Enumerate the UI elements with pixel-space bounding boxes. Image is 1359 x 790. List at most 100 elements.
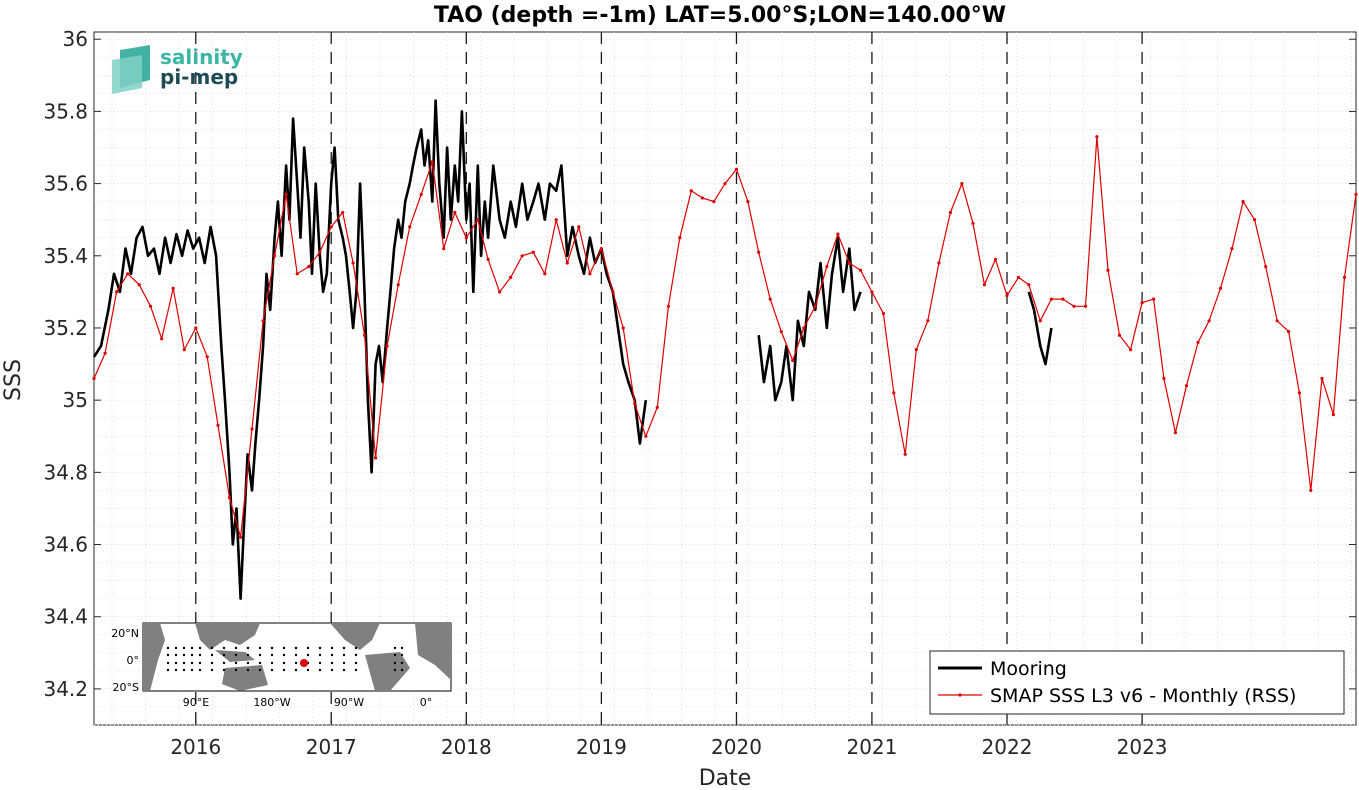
plot-area bbox=[93, 31, 1357, 726]
inset-mooring-dot bbox=[246, 646, 250, 650]
mooring-location-marker bbox=[300, 659, 308, 667]
smap-point bbox=[993, 257, 998, 261]
inset-mooring-dot bbox=[393, 668, 397, 672]
inset-mooring-dot bbox=[306, 646, 310, 650]
inset-mooring-dot bbox=[400, 661, 404, 665]
smap-point bbox=[205, 355, 209, 359]
smap-point bbox=[160, 337, 164, 341]
inset-mooring-dot bbox=[166, 653, 170, 657]
smap-point bbox=[768, 297, 772, 301]
smap-point bbox=[1005, 293, 1009, 298]
inset-mooring-dot bbox=[330, 661, 334, 665]
smap-point bbox=[1196, 340, 1200, 344]
inset-mooring-dot bbox=[318, 646, 322, 650]
inset-mooring-dot bbox=[234, 653, 238, 657]
smap-point bbox=[836, 232, 840, 236]
inset-mooring-dot bbox=[318, 668, 322, 672]
smap-point bbox=[273, 254, 277, 258]
inset-mooring-dot bbox=[190, 653, 194, 657]
smap-point bbox=[1275, 319, 1279, 323]
inset-lon-90w: 90°W bbox=[334, 696, 364, 709]
smap-point bbox=[700, 196, 705, 200]
smap-point bbox=[307, 265, 311, 269]
inset-mooring-dot bbox=[198, 661, 202, 665]
smap-point bbox=[611, 290, 615, 294]
smap-point bbox=[903, 452, 907, 456]
inset-lat-0: 0° bbox=[127, 654, 140, 667]
smap-point bbox=[318, 250, 322, 254]
inset-mooring-dot bbox=[166, 668, 170, 672]
inset-mooring-dot bbox=[222, 653, 226, 657]
inset-mooring-dot bbox=[190, 661, 194, 665]
inset-mooring-dot bbox=[270, 661, 274, 665]
smap-point bbox=[813, 304, 817, 308]
inset-mooring-dot bbox=[393, 653, 397, 657]
y-axis-label: SSS bbox=[1, 359, 26, 401]
inset-mooring-dot bbox=[198, 653, 202, 657]
smap-point bbox=[396, 283, 400, 287]
x-tick-label: 2018 bbox=[441, 735, 492, 759]
smap-point bbox=[453, 210, 457, 215]
smap-point bbox=[543, 272, 547, 276]
smap-point bbox=[1264, 265, 1268, 269]
x-tick-label: 2022 bbox=[982, 735, 1033, 759]
inset-mooring-dot bbox=[342, 646, 346, 650]
smap-point bbox=[498, 290, 502, 294]
smap-point bbox=[734, 167, 739, 171]
smap-point bbox=[1297, 391, 1301, 395]
x-tick-label: 2020 bbox=[711, 735, 762, 759]
smap-point bbox=[126, 272, 130, 276]
inset-mooring-dot bbox=[182, 668, 186, 672]
y-ticks: 34.2 34.4 34.6 34.8 35 35.2 35.4 35.6 35.8 36 bbox=[43, 27, 1356, 701]
inset-mooring-dot bbox=[246, 653, 250, 657]
inset-mooring-dot bbox=[306, 668, 310, 672]
map-land-africa bbox=[143, 623, 165, 691]
inset-mooring-dot bbox=[234, 668, 238, 672]
legend-box bbox=[929, 650, 1345, 715]
smap-point bbox=[712, 200, 716, 204]
smap-point bbox=[1241, 200, 1245, 204]
smap-point bbox=[182, 348, 186, 352]
smap-point bbox=[1061, 297, 1065, 301]
inset-mooring-dot bbox=[282, 653, 286, 657]
smap-point bbox=[295, 272, 299, 276]
inset-lon-180w: 180°W bbox=[253, 696, 290, 709]
smap-point bbox=[1152, 297, 1156, 301]
y-tick-label: 34.2 bbox=[43, 677, 88, 701]
smap-point bbox=[1106, 268, 1110, 272]
y-tick-label: 35 bbox=[63, 388, 88, 412]
logo-line2: pi-mep bbox=[160, 65, 238, 89]
smap-point bbox=[149, 304, 153, 308]
legend-swatch-smap-marker bbox=[958, 693, 962, 697]
smap-point bbox=[1095, 135, 1099, 139]
smap-point bbox=[1049, 297, 1053, 301]
map-land-n-america bbox=[330, 623, 380, 650]
smap-point bbox=[1230, 247, 1234, 251]
smap-point bbox=[723, 182, 727, 186]
smap-point bbox=[565, 261, 569, 265]
chart-title: TAO (depth =-1m) LAT=5.00°S;LON=140.00°W bbox=[434, 3, 1006, 28]
smap-point bbox=[531, 250, 535, 254]
inset-mooring-dot bbox=[174, 668, 178, 672]
inset-mooring-dot bbox=[342, 653, 346, 657]
inset-mooring-dot bbox=[258, 668, 262, 672]
smap-point bbox=[655, 405, 659, 409]
smap-point bbox=[103, 351, 107, 355]
y-tick-label: 36 bbox=[63, 27, 88, 51]
inset-lat-20s: 20°S bbox=[113, 681, 139, 694]
inset-mooring-dot bbox=[294, 653, 298, 657]
smap-point bbox=[1207, 319, 1211, 323]
inset-mooring-dot bbox=[354, 668, 358, 672]
smap-point bbox=[779, 330, 783, 334]
smap-point bbox=[137, 283, 141, 287]
inset-mooring-dot bbox=[234, 661, 238, 665]
smap-point bbox=[644, 434, 648, 438]
inset-mooring-dot bbox=[166, 646, 170, 650]
inset-mooring-dot bbox=[182, 646, 186, 650]
smap-point bbox=[509, 275, 513, 279]
smap-point bbox=[1331, 413, 1335, 417]
y-tick-label: 35.8 bbox=[43, 99, 88, 123]
inset-mooring-dot bbox=[282, 661, 286, 665]
inset-mooring-dot bbox=[258, 653, 262, 657]
